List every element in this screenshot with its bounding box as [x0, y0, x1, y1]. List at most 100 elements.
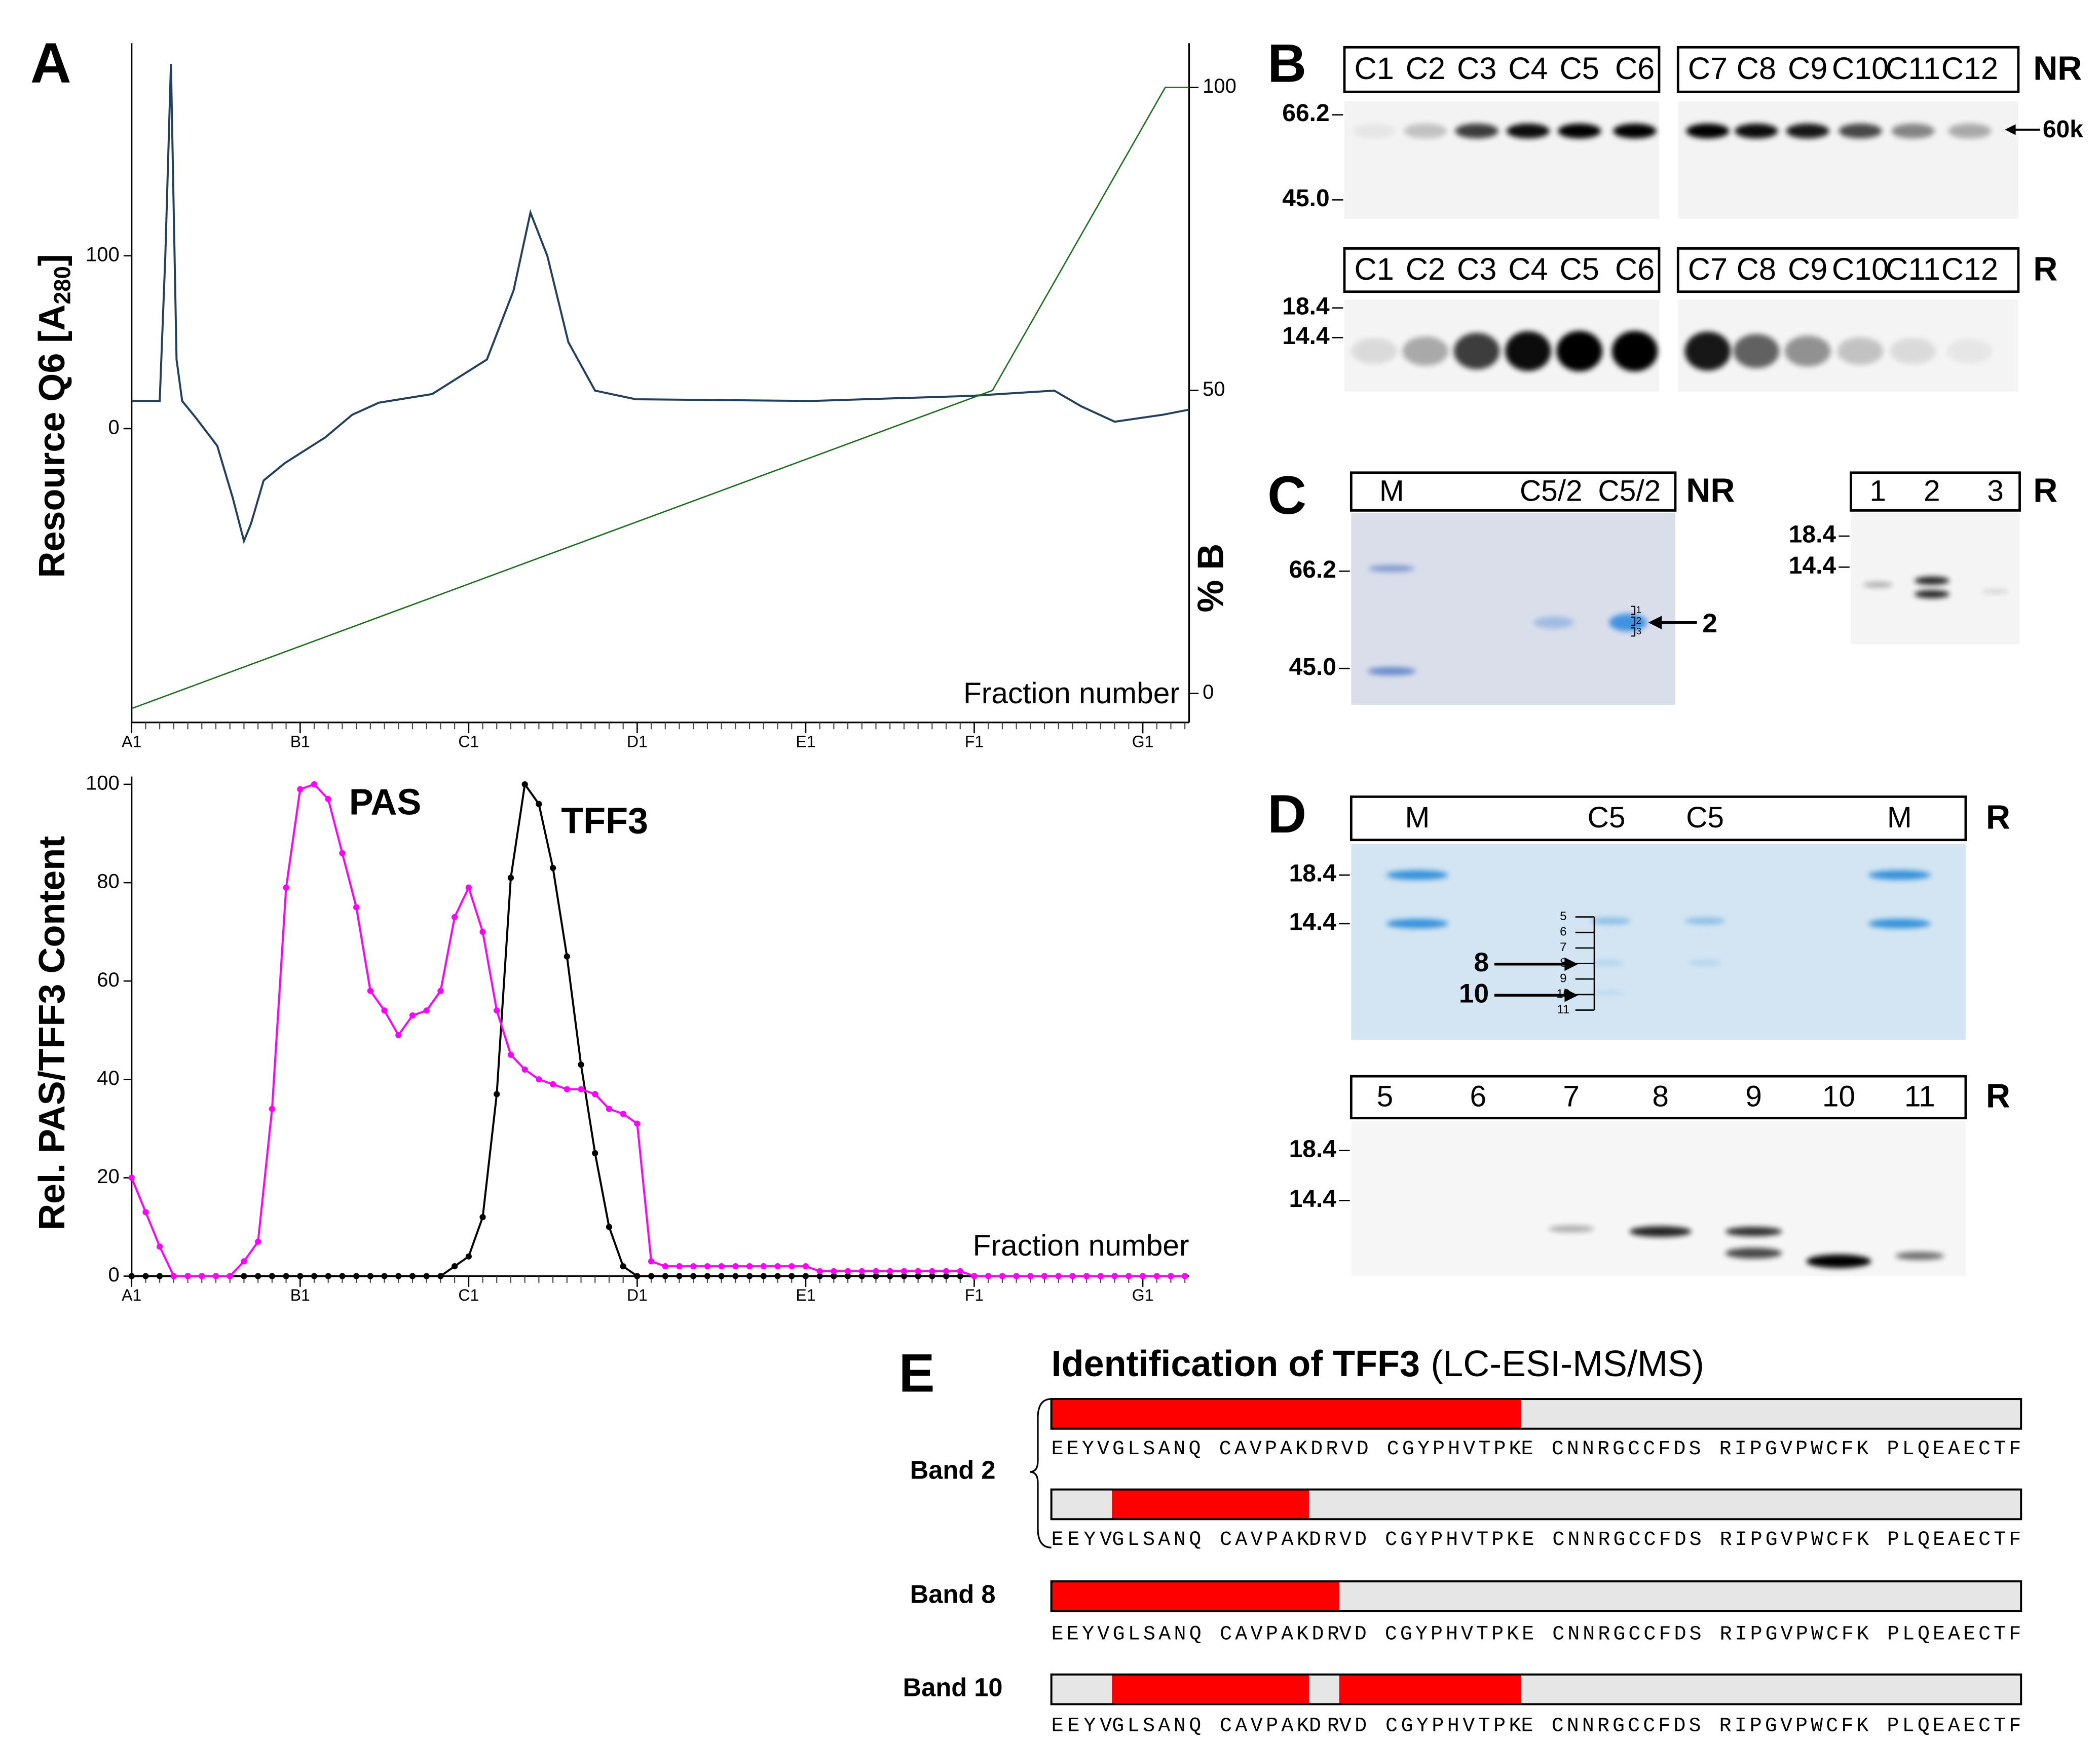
data-point — [620, 1263, 626, 1270]
data-point — [199, 1273, 205, 1279]
marker-label: 14.4 — [1289, 1186, 1337, 1213]
lane-label: C5/2 — [1520, 474, 1583, 507]
lane-label: C12 — [1941, 252, 1998, 286]
x-tick-label: G1 — [1132, 732, 1154, 750]
data-point — [718, 1273, 725, 1279]
gel-band — [1806, 1254, 1871, 1268]
data-point — [255, 1273, 261, 1279]
marker-label: 18.4 — [1289, 860, 1337, 887]
data-point — [170, 1273, 177, 1279]
x-tick-label: A1 — [122, 732, 141, 750]
gel-band — [1402, 336, 1449, 366]
data-point — [465, 1253, 472, 1260]
data-point — [578, 1062, 584, 1068]
sequence-segment: EEYV — [1052, 1715, 1112, 1738]
gel-band — [1946, 338, 1993, 364]
lane-label: C11 — [1886, 252, 1940, 286]
x-tick-label: D1 — [627, 732, 648, 750]
sequence-segment: DR — [1309, 1715, 1339, 1738]
lane-label: 6 — [1470, 1080, 1487, 1113]
data-point — [704, 1273, 711, 1279]
x-tick-label: B1 — [290, 1286, 310, 1304]
marker-label: 14.4 — [1282, 323, 1330, 350]
data-point — [606, 1224, 613, 1230]
data-point — [297, 1273, 304, 1279]
series-label: TFF3 — [561, 801, 648, 842]
lane-label: C7 — [1688, 51, 1728, 86]
data-point — [816, 1268, 823, 1274]
panel-label: A — [30, 31, 71, 95]
lane-box — [1349, 1075, 1967, 1120]
data-point — [451, 1263, 458, 1270]
data-point — [128, 1273, 135, 1279]
data-point — [494, 1007, 500, 1014]
data-point — [1182, 1273, 1188, 1279]
data-point — [971, 1273, 978, 1279]
lane-label: C10 — [1832, 252, 1889, 286]
data-point — [873, 1268, 879, 1274]
data-point — [634, 1273, 641, 1279]
lane-label: C1 — [1354, 252, 1394, 286]
panel-label: D — [1267, 783, 1306, 844]
data-point — [381, 1273, 388, 1279]
gel-condition: R — [2033, 250, 2057, 288]
data-point — [1041, 1273, 1048, 1279]
x-axis-label: Fraction number — [963, 677, 1180, 710]
lane-box — [1850, 471, 2021, 512]
gel-image — [1344, 101, 1659, 219]
gel-band — [1506, 123, 1550, 139]
gel-condition: NR — [2033, 50, 2082, 88]
lane-label: 8 — [1652, 1080, 1669, 1113]
y-tick-label: 0 — [108, 1264, 120, 1286]
data-point — [690, 1273, 697, 1279]
lane-label: C11 — [1886, 51, 1940, 86]
data-point — [536, 801, 542, 807]
data-point — [1097, 1273, 1104, 1279]
arrow-label: 2 — [1702, 609, 1717, 638]
data-point — [592, 1150, 598, 1157]
y-tick-label: 40 — [97, 1067, 119, 1089]
data-point — [648, 1273, 655, 1279]
gel-band — [1784, 335, 1831, 367]
lane-label: C4 — [1508, 252, 1548, 286]
y-axis-label: Rel. PAS/TFF3 Content — [32, 836, 72, 1230]
marker-label: 14.4 — [1289, 909, 1337, 936]
arrow-head — [1564, 957, 1579, 971]
data-point — [142, 1273, 149, 1279]
marker-label: 18.4 — [1789, 521, 1836, 548]
gel-band — [1684, 331, 1731, 371]
data-point — [943, 1273, 950, 1279]
x-tick-label: A1 — [122, 1286, 141, 1304]
y-axis-label-part: Resource Q6 [A — [32, 305, 72, 578]
ladder-bracket — [1631, 627, 1636, 637]
gel-condition: R — [1986, 799, 2010, 836]
sequence-segment: EEYV — [1052, 1529, 1112, 1551]
series-label: PAS — [349, 782, 422, 822]
gel-band — [1733, 334, 1780, 368]
data-point — [858, 1268, 865, 1274]
data-point — [283, 884, 289, 891]
lane-label: C2 — [1406, 252, 1445, 286]
covered-peptide — [1112, 1489, 1309, 1520]
panel-label: E — [899, 1343, 935, 1404]
data-point — [915, 1268, 921, 1274]
data-point — [521, 781, 528, 788]
y-tick-label: 80 — [97, 870, 119, 893]
data-point — [943, 1268, 950, 1274]
data-point — [676, 1273, 683, 1279]
data-point — [409, 1273, 416, 1279]
gel-band — [1386, 919, 1449, 929]
data-point — [844, 1268, 851, 1274]
band-label: 60k — [2043, 116, 2083, 143]
data-point — [269, 1106, 275, 1112]
data-point — [311, 1273, 318, 1279]
gel-band — [1891, 123, 1935, 139]
gel-band — [1890, 338, 1936, 364]
data-point — [634, 1120, 641, 1127]
gel-band — [1611, 330, 1658, 371]
lane-label: M — [1887, 801, 1912, 834]
marker-label: 66.2 — [1289, 556, 1336, 583]
band-name: Band 10 — [903, 1673, 1003, 1701]
lane-label: 9 — [1745, 1080, 1762, 1113]
data-point — [915, 1273, 921, 1279]
